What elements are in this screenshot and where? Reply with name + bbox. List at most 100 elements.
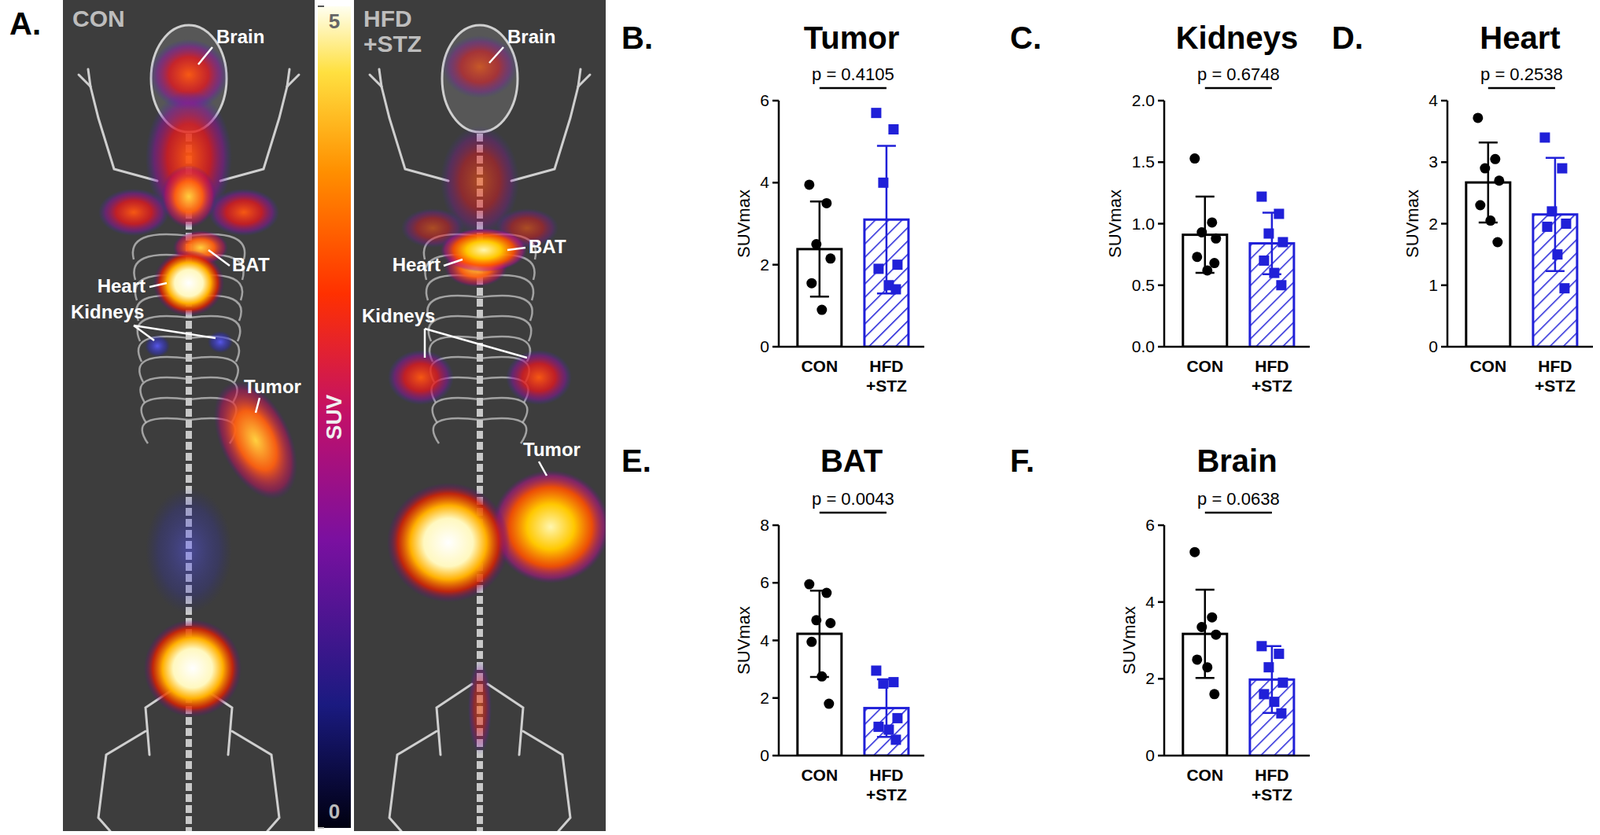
rib	[142, 418, 189, 444]
data-point	[1256, 191, 1267, 203]
data-point	[803, 579, 815, 590]
data-point	[1189, 153, 1200, 164]
skeleton	[98, 731, 146, 832]
data-point	[825, 253, 836, 264]
y-tick	[1157, 524, 1165, 528]
chart-title: Heart	[1479, 20, 1560, 56]
pet-image	[78, 25, 315, 832]
x-tick-label: CON	[1186, 766, 1224, 785]
y-axis-title: SUVmax	[1119, 606, 1140, 675]
panel: E.BAT02468SUVmaxCONHFD+STZp = 0.0043	[621, 443, 925, 804]
colorbar	[317, 6, 351, 829]
data-point	[1479, 163, 1490, 174]
organ-label: Heart	[97, 275, 146, 297]
skeleton	[232, 731, 280, 832]
x-tick-label-line: +STZ	[866, 785, 907, 804]
data-point	[1277, 236, 1288, 248]
skeleton	[88, 69, 91, 87]
colorbar-title: SUV	[321, 394, 347, 440]
x-tick-label: HFD+STZ	[866, 766, 907, 804]
x-tick-label-line: CON	[1469, 357, 1507, 376]
data-point	[1493, 175, 1505, 186]
x-tick-label: CON	[800, 357, 838, 376]
uptake	[208, 188, 280, 236]
x-tick-label-line: CON	[1186, 357, 1224, 376]
x-tick-label-line: CON	[800, 357, 838, 376]
y-tick-label: 0	[1145, 746, 1155, 765]
data-point	[816, 671, 827, 683]
uptake	[468, 660, 492, 756]
data-point	[873, 263, 884, 274]
image-title-line: HFD	[363, 5, 413, 32]
x-tick-label: HFD+STZ	[1251, 357, 1293, 395]
significance-bracket	[1205, 512, 1272, 515]
organ-label: Heart	[392, 254, 441, 276]
image-title-line: CON	[72, 5, 126, 32]
y-tick	[1157, 678, 1165, 681]
organ-label: Brain	[507, 25, 556, 48]
data-point	[870, 107, 882, 118]
skeleton	[578, 69, 581, 87]
uptake	[387, 350, 454, 406]
chart-title: Brain	[1196, 443, 1277, 479]
x-axis	[1447, 346, 1593, 349]
data-point	[883, 725, 894, 736]
data-point	[1209, 258, 1220, 269]
data-point	[892, 259, 903, 270]
data-point	[1539, 132, 1550, 143]
p-value: p = 0.2538	[1480, 64, 1564, 85]
data-point	[1209, 689, 1220, 700]
uptake	[143, 619, 242, 718]
colorbar-tick-label: 0	[328, 800, 340, 824]
data-point	[1263, 662, 1274, 673]
y-tick-label: 1	[1428, 276, 1438, 295]
panel: F.Brain0246SUVmaxCONHFD+STZp = 0.0638	[1010, 443, 1310, 804]
uptake	[144, 335, 170, 358]
data-point	[1552, 249, 1563, 260]
image-title: CON	[72, 5, 126, 32]
organ-label: Tumor	[243, 376, 302, 398]
data-point	[1258, 689, 1269, 700]
x-tick-label: CON	[1186, 357, 1224, 376]
y-tick-label: 2	[1428, 214, 1438, 233]
y-tick	[772, 639, 779, 642]
data-point	[811, 239, 822, 250]
image-title: HFD+STZ	[363, 5, 422, 57]
leader-line	[423, 328, 427, 358]
y-tick	[1157, 346, 1165, 349]
y-axis-title: SUVmax	[733, 189, 754, 259]
image-background	[353, 0, 606, 832]
data-point	[890, 734, 901, 745]
image-title-line: +STZ	[363, 30, 422, 57]
data-point	[1492, 236, 1503, 248]
leader-line	[489, 47, 504, 63]
data-point	[1474, 200, 1486, 211]
y-tick	[772, 99, 779, 103]
x-tick-label-line: HFD	[869, 357, 904, 376]
data-point	[821, 198, 832, 209]
data-point	[877, 177, 889, 189]
leader-line	[149, 283, 167, 288]
leader-line	[424, 328, 528, 358]
y-tick-label: 4	[759, 173, 770, 192]
data-point	[1472, 112, 1483, 123]
data-point	[1210, 630, 1221, 641]
marks	[1466, 112, 1578, 347]
x-tick-label-line: +STZ	[866, 376, 907, 395]
p-value: p = 0.6748	[1197, 64, 1280, 85]
uptake	[161, 165, 217, 229]
y-tick-label: 2	[1145, 669, 1155, 688]
x-axis	[778, 755, 925, 758]
data-point	[1560, 218, 1571, 229]
chart-title: Kidneys	[1176, 20, 1299, 56]
uptake	[491, 470, 606, 584]
y-tick	[772, 346, 779, 349]
data-point	[1546, 206, 1557, 217]
y-tick-label: 0	[759, 337, 770, 356]
significance-bracket	[819, 87, 887, 90]
leader-line	[208, 250, 230, 266]
x-tick-label-line: +STZ	[1251, 376, 1293, 395]
y-tick	[1441, 284, 1448, 288]
data-point	[816, 305, 827, 316]
data-point	[1275, 280, 1287, 291]
